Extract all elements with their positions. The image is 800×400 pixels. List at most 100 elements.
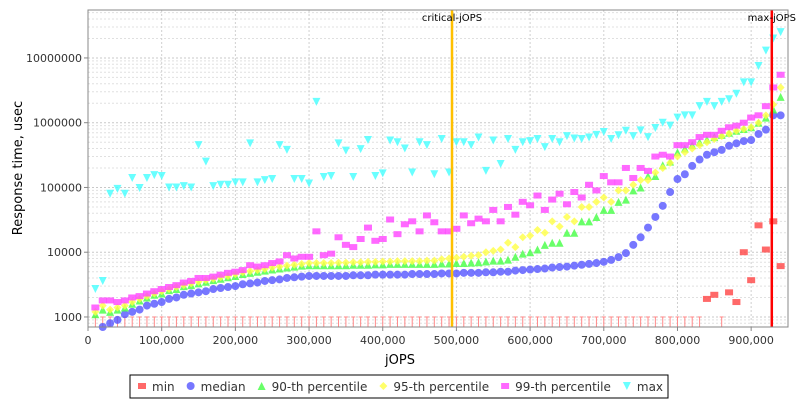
data-point bbox=[415, 228, 424, 235]
data-point bbox=[585, 133, 594, 142]
data-point bbox=[644, 133, 652, 142]
data-point bbox=[540, 206, 549, 213]
data-point bbox=[688, 139, 697, 146]
data-point bbox=[680, 148, 689, 157]
data-point bbox=[585, 181, 594, 188]
data-point bbox=[113, 303, 122, 312]
marker-label: critical-jOPS bbox=[422, 13, 482, 24]
legend-swatch bbox=[501, 383, 510, 389]
data-point bbox=[474, 251, 483, 260]
marker-label: max-jOPS bbox=[748, 13, 796, 24]
data-point bbox=[614, 131, 623, 140]
data-point bbox=[400, 257, 409, 266]
data-point bbox=[216, 284, 225, 293]
data-point bbox=[570, 134, 579, 143]
data-point bbox=[570, 261, 579, 270]
data-point bbox=[408, 218, 417, 225]
data-point bbox=[172, 282, 181, 289]
data-point bbox=[305, 253, 314, 260]
data-point bbox=[666, 188, 675, 197]
data-point bbox=[555, 138, 564, 147]
data-point bbox=[128, 294, 137, 301]
data-point bbox=[695, 102, 704, 111]
data-point bbox=[231, 268, 240, 275]
data-point bbox=[658, 151, 667, 158]
data-point bbox=[673, 142, 682, 149]
data-point bbox=[334, 258, 343, 267]
marker-lines: critical-jOPS max-jOPS bbox=[422, 10, 796, 327]
data-point bbox=[739, 249, 748, 256]
legend-label: max bbox=[637, 380, 663, 394]
data-point bbox=[540, 143, 549, 152]
data-point bbox=[194, 141, 203, 150]
data-point bbox=[268, 276, 277, 285]
plot-border bbox=[87, 9, 789, 328]
data-point bbox=[187, 277, 196, 284]
data-point bbox=[621, 249, 630, 258]
data-point bbox=[437, 255, 446, 264]
data-point bbox=[673, 113, 682, 122]
data-point bbox=[688, 161, 697, 170]
data-point bbox=[577, 194, 586, 201]
data-point bbox=[224, 269, 232, 276]
data-point bbox=[526, 265, 535, 274]
data-point bbox=[702, 97, 711, 106]
data-point bbox=[540, 240, 549, 249]
data-point bbox=[614, 197, 623, 206]
data-point bbox=[282, 261, 291, 270]
data-point bbox=[533, 192, 542, 199]
data-point bbox=[312, 228, 321, 235]
data-point bbox=[334, 271, 343, 280]
data-point bbox=[349, 271, 358, 280]
data-point bbox=[511, 145, 520, 154]
data-point bbox=[673, 175, 682, 184]
data-point bbox=[268, 260, 277, 267]
data-point bbox=[585, 217, 594, 226]
data-point bbox=[452, 269, 461, 278]
data-point bbox=[393, 138, 402, 147]
data-point bbox=[754, 112, 763, 119]
data-point bbox=[666, 121, 675, 130]
data-point bbox=[658, 201, 667, 210]
data-point bbox=[341, 241, 350, 248]
data-point bbox=[327, 250, 336, 257]
data-point bbox=[312, 97, 321, 106]
y-axis-label: Response time, usec bbox=[11, 101, 26, 235]
data-point bbox=[209, 273, 218, 280]
data-point bbox=[599, 173, 608, 180]
data-point bbox=[238, 267, 247, 274]
data-point bbox=[747, 123, 756, 132]
data-point bbox=[282, 145, 291, 154]
data-point bbox=[592, 130, 601, 139]
data-point bbox=[614, 179, 623, 186]
data-point bbox=[533, 245, 542, 254]
data-point bbox=[518, 138, 527, 147]
data-point bbox=[776, 71, 785, 78]
data-point bbox=[113, 299, 122, 306]
data-point bbox=[415, 257, 424, 266]
y-tick-label: 10000000 bbox=[26, 52, 82, 65]
data-point bbox=[518, 249, 527, 258]
legend-label: median bbox=[201, 380, 246, 394]
data-point bbox=[688, 144, 697, 153]
data-point bbox=[187, 289, 196, 298]
y-tick-label: 100000 bbox=[40, 181, 82, 194]
data-point bbox=[607, 205, 616, 214]
data-point bbox=[717, 145, 726, 154]
data-point bbox=[371, 172, 380, 181]
data-point bbox=[452, 225, 461, 232]
data-point bbox=[224, 180, 232, 189]
data-point bbox=[452, 259, 461, 268]
data-point bbox=[290, 260, 299, 269]
data-point bbox=[739, 124, 748, 133]
x-tick-label: 800,000 bbox=[655, 334, 701, 347]
data-point bbox=[761, 111, 770, 120]
data-point bbox=[246, 262, 255, 269]
data-point bbox=[526, 202, 535, 209]
data-point bbox=[106, 297, 115, 304]
data-point bbox=[548, 135, 557, 144]
data-point bbox=[717, 127, 726, 134]
data-point bbox=[437, 259, 446, 268]
data-point bbox=[673, 148, 682, 157]
data-point bbox=[275, 258, 284, 265]
